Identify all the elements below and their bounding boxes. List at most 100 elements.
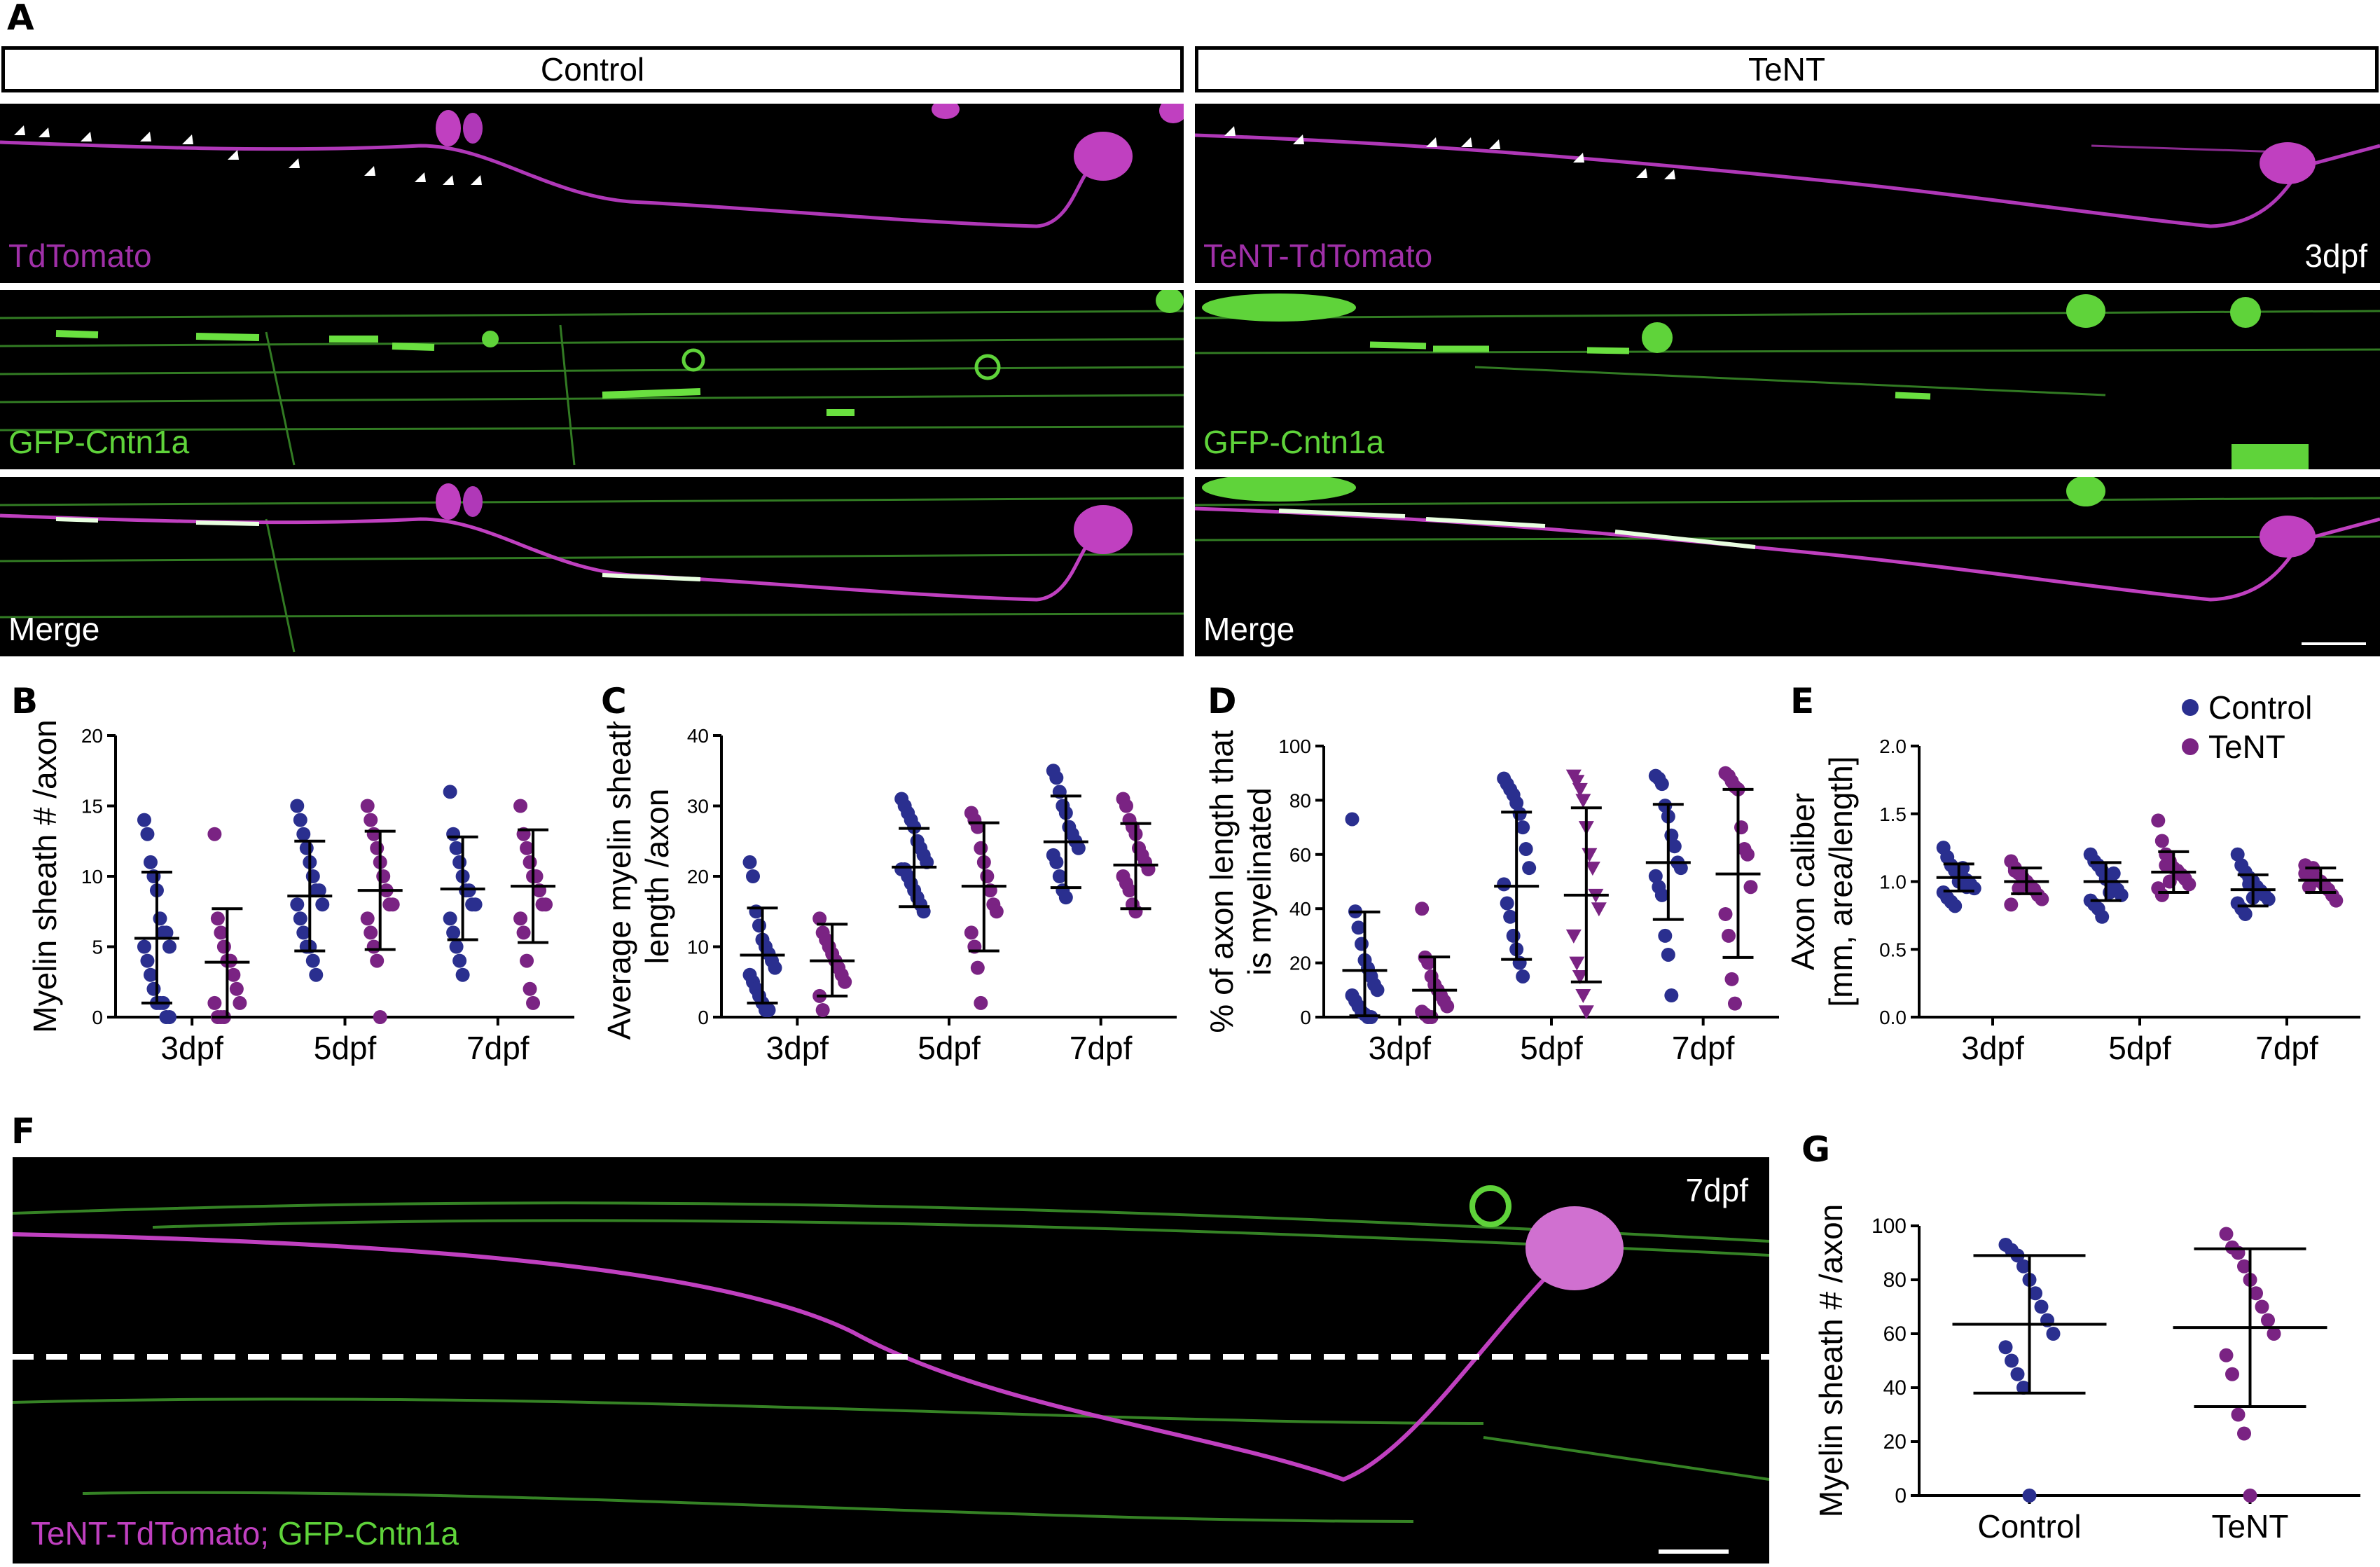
data-point (446, 827, 461, 841)
data-point (1575, 794, 1591, 808)
y-tick-label: 20 (1289, 953, 1311, 974)
y-tick-label: 20 (687, 866, 709, 888)
data-point (299, 841, 314, 855)
micrograph-tent-tdtomato: TeNT-TdTomato 3dpf (1195, 104, 2380, 283)
data-point (1370, 983, 1385, 998)
x-tick-label: 3dpf (160, 1030, 223, 1066)
data-point (370, 841, 385, 855)
data-point (1734, 820, 1748, 835)
data-point (2005, 1353, 2019, 1368)
data-point (1673, 861, 1688, 876)
arrowhead-marker (415, 172, 426, 182)
data-point (916, 904, 931, 919)
data-point (2035, 892, 2049, 906)
data-point (2225, 1367, 2239, 1381)
panel-label-a: A (7, 0, 34, 38)
y-tick-label: 1.5 (1879, 803, 1907, 825)
y-tick-label: 10 (687, 937, 709, 958)
data-point (812, 911, 827, 926)
data-point (223, 953, 237, 968)
data-point (214, 925, 228, 940)
data-point (529, 869, 544, 883)
label-age-7dpf: 7dpf (1685, 1172, 1748, 1208)
data-point (1718, 906, 1733, 921)
data-point (1122, 883, 1137, 898)
micrograph-tent-merge: Merge (1195, 477, 2380, 656)
data-point (2154, 888, 2169, 902)
data-point (1565, 929, 1582, 944)
data-point (140, 827, 155, 841)
data-point (449, 939, 464, 954)
data-point (2007, 864, 2022, 878)
data-point (742, 855, 757, 869)
legend-marker-control (2182, 699, 2199, 716)
data-point (137, 939, 151, 954)
label-tent-tdtomato-f: TeNT-TdTomato; (31, 1515, 269, 1552)
arrowhead-marker (1293, 134, 1304, 144)
data-point (449, 841, 464, 855)
data-point (2237, 1426, 2251, 1441)
data-point (162, 939, 177, 954)
data-point (2302, 880, 2316, 895)
data-point (216, 939, 231, 954)
data-point (1049, 855, 1064, 869)
micrograph-control-merge: Merge (0, 477, 1184, 656)
y-axis-label: [mm, area/length] (1822, 757, 1859, 1007)
data-point (210, 911, 225, 926)
data-point (1509, 796, 1524, 810)
arrowhead-marker (1224, 126, 1236, 136)
x-tick-label: 7dpf (1070, 1030, 1133, 1066)
data-point (1345, 812, 1359, 827)
data-point (2261, 892, 2276, 906)
y-axis-label: Average myelin sheath (602, 722, 637, 1040)
data-point (2016, 1381, 2030, 1395)
data-point (2154, 834, 2169, 848)
data-point (768, 960, 782, 975)
arrowhead-marker (1636, 168, 1647, 178)
data-point (1667, 839, 1682, 854)
micrograph-image (1195, 126, 2380, 228)
label-age-3dpf: 3dpf (2304, 237, 2367, 274)
data-point (2159, 858, 2173, 873)
y-tick-label: 15 (81, 796, 103, 817)
data-point (1948, 899, 1963, 913)
y-tick-label: 2.0 (1879, 736, 1907, 757)
header-control: Control (1, 46, 1184, 92)
arrowhead-marker (289, 158, 300, 168)
micrograph-tent-gfp: GFP-Cntn1a (1195, 290, 2380, 469)
data-point (1582, 848, 1598, 862)
data-point (162, 1010, 177, 1024)
data-point (455, 967, 470, 982)
arrowhead-marker (471, 175, 482, 185)
micrograph-image (1195, 294, 2380, 469)
label-gfp-cntn1a: GFP-Cntn1a (8, 424, 190, 460)
legend-marker-tent (2182, 738, 2199, 755)
label-f-channels: TeNT-TdTomato; GFP-Cntn1a (31, 1514, 459, 1552)
data-point (364, 813, 378, 827)
data-point (2016, 1259, 2030, 1273)
data-point (443, 785, 457, 799)
data-point (761, 1002, 776, 1017)
label-merge-tent: Merge (1203, 611, 1295, 647)
data-point (360, 799, 375, 813)
data-point (296, 925, 311, 940)
data-point (2219, 1348, 2234, 1362)
header-tent: TeNT (1195, 46, 2379, 92)
y-tick-label: 40 (1883, 1376, 1907, 1400)
data-point (305, 869, 320, 883)
data-point (516, 925, 531, 940)
x-tick-label: 7dpf (1672, 1030, 1735, 1066)
data-point (315, 897, 330, 912)
y-tick-label: 1.0 (1879, 871, 1907, 893)
data-point (305, 953, 320, 968)
y-tick-label: 0 (1300, 1007, 1311, 1028)
data-point (1664, 988, 1679, 1003)
data-point (1058, 890, 1073, 905)
x-tick-label: 5dpf (2108, 1030, 2171, 1066)
panel-label-c: C (601, 681, 627, 722)
legend-label-tent: TeNT (2208, 729, 2285, 765)
data-point (1724, 972, 1739, 986)
data-point (1572, 969, 1588, 984)
panel-label-b: B (11, 681, 39, 722)
data-point (2255, 1299, 2269, 1314)
